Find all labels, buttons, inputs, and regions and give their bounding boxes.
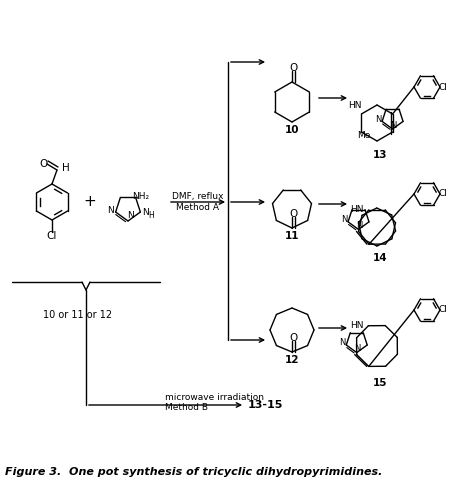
Text: DMF, reflux: DMF, reflux [172, 191, 224, 201]
Text: NH₂: NH₂ [132, 192, 149, 201]
Text: 13-15: 13-15 [248, 400, 284, 410]
Text: N: N [127, 212, 133, 220]
Text: N: N [341, 215, 347, 224]
Text: H: H [62, 163, 70, 173]
Text: O: O [289, 209, 297, 219]
Text: HN: HN [350, 206, 364, 215]
Text: N: N [375, 115, 382, 124]
Text: HN: HN [348, 100, 362, 110]
Text: 12: 12 [285, 355, 299, 365]
Text: 15: 15 [373, 378, 387, 388]
Text: Figure 3.  One pot synthesis of tricyclic dihydropyrimidines.: Figure 3. One pot synthesis of tricyclic… [5, 467, 382, 477]
Text: O: O [39, 159, 47, 169]
Text: 11: 11 [285, 231, 299, 241]
Text: Cl: Cl [439, 306, 447, 314]
Text: Method B: Method B [165, 403, 208, 412]
Text: 10: 10 [285, 125, 299, 135]
Text: 10 or 11 or 12: 10 or 11 or 12 [43, 310, 113, 320]
Text: microwave irradiation: microwave irradiation [165, 394, 264, 402]
Text: Me: Me [357, 131, 370, 141]
Text: N: N [107, 206, 114, 215]
Text: Cl: Cl [439, 83, 447, 92]
Text: Method A: Method A [177, 203, 219, 212]
Text: Cl: Cl [47, 231, 57, 241]
Text: N: N [142, 208, 149, 216]
Text: Cl: Cl [439, 189, 447, 198]
Text: HN: HN [350, 321, 364, 331]
Text: H: H [148, 211, 154, 219]
Text: O: O [289, 63, 297, 73]
Text: 14: 14 [373, 253, 387, 263]
Text: N: N [357, 221, 363, 230]
Text: +: + [84, 194, 97, 210]
Text: 13: 13 [373, 150, 387, 160]
Text: N: N [355, 344, 361, 353]
Text: O: O [289, 333, 297, 343]
Text: N: N [390, 121, 397, 129]
Text: N: N [339, 338, 345, 347]
